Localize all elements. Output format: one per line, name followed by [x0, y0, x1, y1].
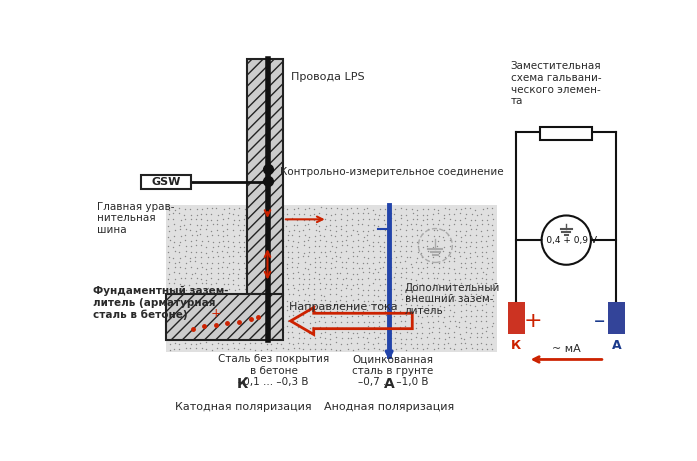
Bar	[166, 294, 283, 340]
Text: Сталь без покрытия
в бетоне
–0,1 ... –0,3 В: Сталь без покрытия в бетоне –0,1 ... –0,…	[218, 354, 329, 387]
Bar	[608, 301, 625, 334]
Text: Оцинкованная
сталь в грунте
–0,7 ... –1,0 В: Оцинкованная сталь в грунте –0,7 ... –1,…	[353, 354, 434, 387]
Text: А: А	[611, 339, 621, 352]
Circle shape	[542, 215, 591, 265]
Bar	[166, 206, 497, 352]
Text: К: К	[237, 377, 249, 391]
Bar	[540, 127, 592, 140]
Text: Провода LPS: Провода LPS	[291, 72, 365, 82]
Text: ~ 0,4 + 0,9 V: ~ 0,4 + 0,9 V	[536, 236, 597, 245]
Text: GSW: GSW	[151, 177, 181, 187]
Text: +: +	[524, 311, 542, 331]
Text: К: К	[511, 339, 521, 352]
Text: Заместительная
схема гальвани-
ческого элемен-
та: Заместительная схема гальвани- ческого э…	[511, 61, 602, 106]
Text: –: –	[594, 311, 605, 331]
Text: Дополнительный
внешний зазем-
литель: Дополнительный внешний зазем- литель	[404, 283, 500, 316]
Bar	[247, 59, 283, 294]
Bar	[141, 175, 191, 189]
Text: Направление тока: Направление тока	[289, 302, 397, 312]
Text: Контрольно-измерительное соединение: Контрольно-измерительное соединение	[279, 167, 503, 177]
Text: Главная урав-
нительная
шина: Главная урав- нительная шина	[97, 201, 174, 235]
Text: Анодная поляризация: Анодная поляризация	[324, 402, 454, 412]
Text: Катодная поляризация: Катодная поляризация	[174, 402, 311, 412]
Text: +: +	[210, 307, 221, 320]
Text: ~ мА: ~ мА	[552, 344, 581, 355]
Text: А: А	[384, 377, 395, 391]
Text: Фундаментный зазем-
литель (арматурная
сталь в бетоне): Фундаментный зазем- литель (арматурная с…	[93, 286, 228, 320]
Bar	[507, 301, 525, 334]
